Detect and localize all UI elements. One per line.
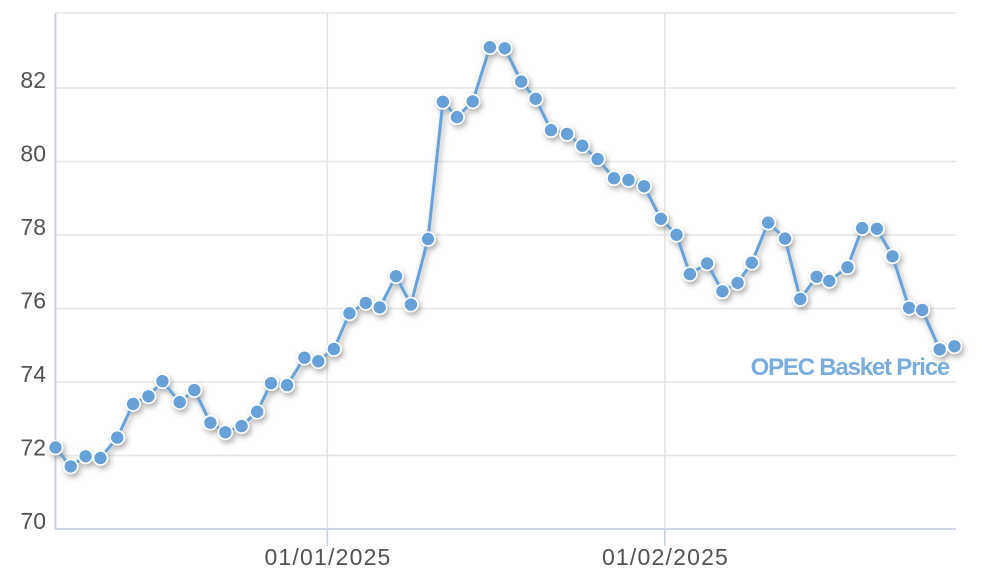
svg-text:80: 80 xyxy=(20,141,46,167)
svg-text:70: 70 xyxy=(20,508,46,534)
svg-text:01/02/2025: 01/02/2025 xyxy=(602,544,729,570)
svg-text:74: 74 xyxy=(20,361,46,387)
svg-text:01/01/2025: 01/01/2025 xyxy=(264,544,391,570)
svg-text:72: 72 xyxy=(20,435,46,461)
svg-text:76: 76 xyxy=(20,288,46,314)
svg-text:78: 78 xyxy=(20,214,46,240)
svg-text:OPEC Basket Price: OPEC Basket Price xyxy=(751,354,950,381)
svg-text:82: 82 xyxy=(20,67,46,93)
